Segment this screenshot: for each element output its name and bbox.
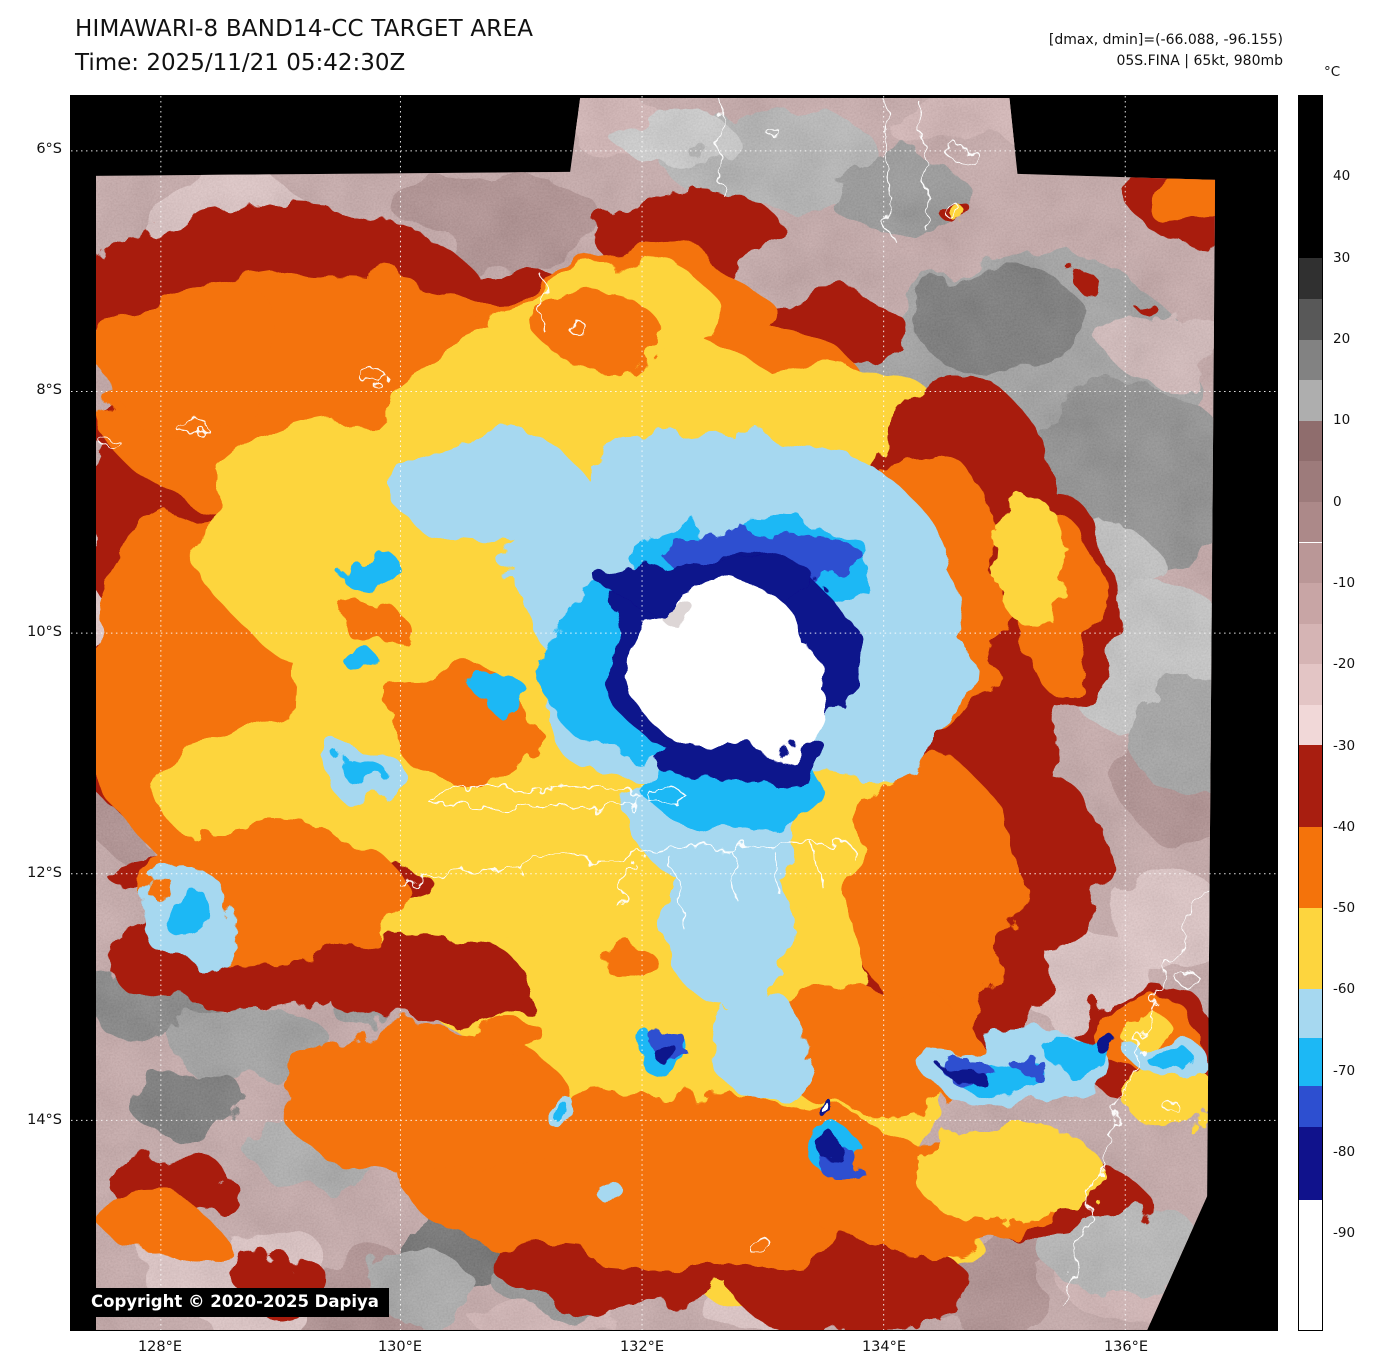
colorbar-tick-label: -60 [1333, 981, 1356, 998]
colorbar-segment [1299, 1086, 1322, 1128]
latlon-grid [71, 96, 1277, 1330]
x-axis-tick: 134°E [861, 1339, 907, 1355]
colorbar-segment [1299, 1200, 1322, 1330]
header-annotations: [dmax, dmin]=(-66.088, -96.155) 05S.FINA… [1049, 30, 1283, 72]
y-axis-tick: 10°S [27, 624, 62, 640]
colorbar-segment [1299, 583, 1322, 624]
colorbar [1298, 95, 1323, 1331]
colorbar-segment [1299, 420, 1322, 462]
colorbar-segment [1299, 1127, 1322, 1201]
colorbar-segment [1299, 1037, 1322, 1087]
satellite-ir-image [71, 96, 1277, 1330]
colorbar-segment [1299, 745, 1322, 827]
storm-info-label: 05S.FINA | 65kt, 980mb [1116, 53, 1283, 69]
cloud-layer-yellow-small [914, 203, 1215, 1225]
y-axis-tick: 14°S [27, 1112, 62, 1128]
colorbar-segment [1299, 501, 1322, 543]
colorbar-tick-label: 20 [1333, 330, 1351, 347]
colorbar-tick-label: 30 [1333, 249, 1351, 266]
dmax-dmin-label: [dmax, dmin]=(-66.088, -96.155) [1048, 32, 1283, 48]
colorbar-tick-label: -10 [1333, 574, 1356, 591]
colorbar-tick-label: 40 [1333, 168, 1351, 185]
y-axis-tick: 8°S [36, 382, 62, 398]
colorbar-tick-label: -30 [1333, 737, 1356, 754]
colorbar-segment [1299, 664, 1322, 705]
colorbar-segment [1299, 461, 1322, 502]
colorbar-tick-label: -20 [1333, 656, 1356, 673]
colorbar-tick-label: 10 [1333, 412, 1351, 429]
scan-swath [95, 98, 1216, 1330]
colorbar-tick-label: -80 [1333, 1144, 1356, 1161]
x-axis-tick: 128°E [137, 1339, 183, 1355]
colorbar-tick-label: -40 [1333, 818, 1356, 835]
page-title: HIMAWARI-8 BAND14-CC TARGET AREA [75, 16, 534, 42]
colorbar-segment [1299, 704, 1322, 746]
y-axis-tick: 12°S [27, 865, 62, 881]
coastline-layer [99, 98, 1216, 1305]
x-axis-tick: 132°E [619, 1339, 665, 1355]
colorbar-segment [1299, 339, 1322, 381]
image-time-label: Time: 2025/11/21 05:42:30Z [75, 50, 406, 76]
colorbar-segment [1299, 380, 1322, 421]
colorbar-ticks: 40 30 20 10 0 -10 -20 -30 -40 -50 -60 -70 -80 -90 [1333, 95, 1385, 1331]
colorbar-segment [1299, 989, 1322, 1038]
colorbar-tick-label: -90 [1333, 1225, 1356, 1242]
colorbar-segment [1299, 258, 1322, 299]
x-axis-tick: 130°E [377, 1339, 423, 1355]
colorbar-segment [1299, 623, 1322, 665]
colorbar-tick-label: 0 [1333, 493, 1342, 510]
cloud-layer-cold-white [625, 582, 839, 1122]
colorbar-segment [1299, 542, 1322, 584]
colorbar-segment [1299, 907, 1322, 989]
satellite-image-panel: Copyright © 2020-2025 Dapiya [70, 95, 1278, 1331]
colorbar-tick-label: -50 [1333, 900, 1356, 917]
copyright-badge: Copyright © 2020-2025 Dapiya [81, 1288, 389, 1317]
colorbar-segment [1299, 96, 1322, 259]
x-axis-tick: 136°E [1103, 1339, 1149, 1355]
colorbar-unit-label: °C [1324, 64, 1341, 80]
colorbar-segment [1299, 826, 1322, 908]
colorbar-segment [1299, 298, 1322, 340]
colorbar-tick-label: -70 [1333, 1062, 1356, 1079]
y-axis-tick: 6°S [36, 141, 62, 157]
